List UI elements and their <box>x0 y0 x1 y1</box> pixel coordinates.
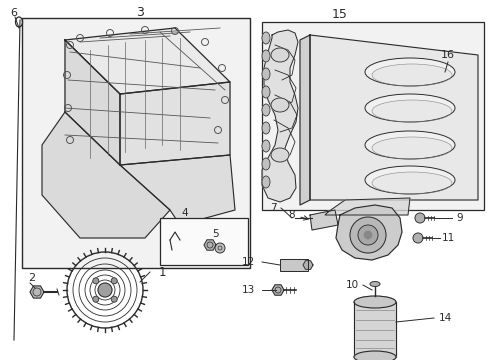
Ellipse shape <box>262 122 270 134</box>
Polygon shape <box>65 40 120 165</box>
Circle shape <box>364 231 372 239</box>
Bar <box>160 218 248 265</box>
Circle shape <box>415 213 425 223</box>
Ellipse shape <box>271 48 289 62</box>
Polygon shape <box>272 285 284 295</box>
Polygon shape <box>354 302 396 357</box>
Circle shape <box>413 233 423 243</box>
Ellipse shape <box>262 68 270 80</box>
Ellipse shape <box>365 166 455 194</box>
Text: 16: 16 <box>441 50 455 60</box>
Polygon shape <box>30 286 44 298</box>
Ellipse shape <box>365 131 455 159</box>
Bar <box>262 22 484 210</box>
Ellipse shape <box>354 296 396 308</box>
Ellipse shape <box>365 58 455 86</box>
Ellipse shape <box>262 176 270 188</box>
Polygon shape <box>325 198 410 215</box>
Text: 3: 3 <box>136 5 144 18</box>
Polygon shape <box>310 35 478 200</box>
Text: 8: 8 <box>289 210 308 220</box>
Text: 10: 10 <box>345 280 359 290</box>
Ellipse shape <box>262 50 270 62</box>
Text: 12: 12 <box>242 257 255 267</box>
Circle shape <box>93 278 99 284</box>
Ellipse shape <box>262 140 270 152</box>
Text: 5: 5 <box>212 229 219 239</box>
Polygon shape <box>120 82 230 165</box>
Polygon shape <box>336 205 402 260</box>
Polygon shape <box>42 112 170 238</box>
Polygon shape <box>303 261 313 269</box>
Ellipse shape <box>365 94 455 122</box>
Text: 1: 1 <box>158 266 166 279</box>
Ellipse shape <box>372 64 452 86</box>
Circle shape <box>350 217 386 253</box>
Text: 15: 15 <box>332 8 348 21</box>
Circle shape <box>358 225 378 245</box>
Bar <box>280 259 308 271</box>
Text: 11: 11 <box>441 233 455 243</box>
Ellipse shape <box>271 98 289 112</box>
Ellipse shape <box>262 32 270 44</box>
Polygon shape <box>120 155 235 225</box>
Polygon shape <box>65 28 230 94</box>
Polygon shape <box>262 30 298 202</box>
Ellipse shape <box>372 100 452 122</box>
Text: 9: 9 <box>457 213 464 223</box>
Circle shape <box>111 278 117 284</box>
Ellipse shape <box>372 137 452 159</box>
Ellipse shape <box>262 104 270 116</box>
Ellipse shape <box>372 172 452 194</box>
Polygon shape <box>310 210 338 230</box>
Bar <box>22 18 250 268</box>
Polygon shape <box>300 35 310 205</box>
Text: 4: 4 <box>182 208 188 218</box>
Bar <box>280 259 308 271</box>
Ellipse shape <box>262 86 270 98</box>
Text: 13: 13 <box>242 285 255 295</box>
Circle shape <box>215 243 225 253</box>
Text: 14: 14 <box>439 313 452 323</box>
Text: 7: 7 <box>270 203 276 213</box>
Text: 6: 6 <box>10 8 18 18</box>
Ellipse shape <box>354 351 396 360</box>
Circle shape <box>93 296 99 302</box>
Circle shape <box>111 296 117 302</box>
Polygon shape <box>204 240 216 250</box>
Text: 2: 2 <box>28 273 36 283</box>
Ellipse shape <box>271 148 289 162</box>
Ellipse shape <box>370 282 380 287</box>
Circle shape <box>98 283 112 297</box>
Ellipse shape <box>262 158 270 170</box>
